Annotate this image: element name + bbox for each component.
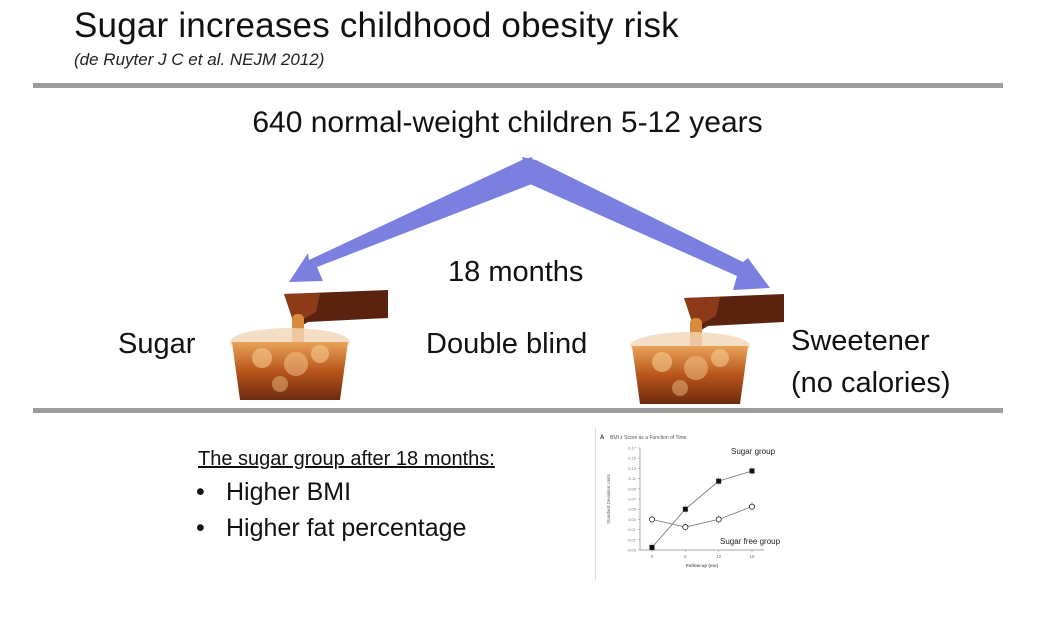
chart-x-tick-label: 6 — [684, 554, 687, 559]
design-label: Double blind — [426, 328, 588, 360]
chart-series-line — [651, 470, 753, 548]
chart-point — [749, 468, 755, 474]
top-divider — [33, 83, 1003, 88]
chart-y-tick-label: 0.03 — [628, 517, 637, 522]
sweetener-arm-label: Sweetener (no calories) — [791, 320, 951, 404]
right-branch-arrow — [522, 157, 770, 290]
citation: (de Ruyter J C et al. NEJM 2012) — [74, 50, 325, 69]
chart-point — [682, 524, 689, 531]
bmi-chart-svg: A BMI z Score as a Function of Time -0.03 -… — [600, 435, 781, 568]
results-list: Higher BMI Higher fat percentage — [196, 474, 466, 546]
chart-point — [715, 516, 722, 523]
chart-series-line — [651, 506, 753, 528]
chart-point — [649, 544, 655, 550]
chart-point — [716, 478, 722, 484]
chart-y-tick-label: 0.11 — [629, 476, 637, 481]
chart-title: BMI z Score as a Function of Time — [610, 435, 687, 441]
chart-y-tick-label: -0.01 — [627, 537, 637, 542]
sugar-arm-label: Sugar — [118, 328, 196, 360]
chart-point — [649, 516, 656, 523]
chart-y-tick-label: 0.01 — [628, 527, 637, 532]
chart-y-tick-label: 0.07 — [628, 497, 637, 502]
chart-y-tick-label: -0.03 — [627, 548, 637, 553]
results-heading: The sugar group after 18 months: — [198, 448, 495, 470]
chart-y-tick-label: 0.05 — [628, 507, 637, 512]
chart-series-label-sugar: Sugar group — [731, 447, 776, 456]
chart-point — [748, 503, 755, 510]
chart-x-tick-label: 0 — [651, 554, 654, 559]
chart-x-tick-label: 18 — [749, 554, 755, 559]
chart-y-tick-label: 0.09 — [628, 486, 637, 491]
cola-glass-image-sugar — [230, 290, 388, 400]
left-branch-arrow — [289, 157, 537, 282]
chart-series-label-sugar-free: Sugar free group — [720, 537, 781, 546]
result-item: Higher BMI — [196, 474, 466, 510]
chart-panel-label: A — [600, 435, 605, 441]
chart-x-tick-label: 12 — [716, 554, 722, 559]
population-label: 640 normal-weight children 5-12 years — [252, 106, 763, 139]
bottom-divider — [33, 408, 1003, 413]
cola-glass-image-sweetener — [630, 294, 784, 404]
chart-x-axis-label: Follow-up (mo) — [686, 563, 719, 568]
bmi-chart: A BMI z Score as a Function of Time -0.03 -… — [595, 428, 809, 580]
chart-point — [682, 506, 688, 512]
result-item: Higher fat percentage — [196, 510, 466, 546]
duration-label: 18 months — [448, 256, 584, 288]
no-calories-label: (no calories) — [791, 367, 951, 399]
chart-y-tick-label: 0.17 — [628, 446, 637, 451]
chart-y-tick-label: 0.15 — [628, 456, 637, 461]
chart-y-axis-label: Standard Deviation Units — [606, 473, 611, 524]
sweetener-label: Sweetener — [791, 325, 930, 357]
chart-y-tick-label: 0.13 — [628, 466, 637, 471]
slide-title: Sugar increases childhood obesity risk — [74, 6, 679, 45]
